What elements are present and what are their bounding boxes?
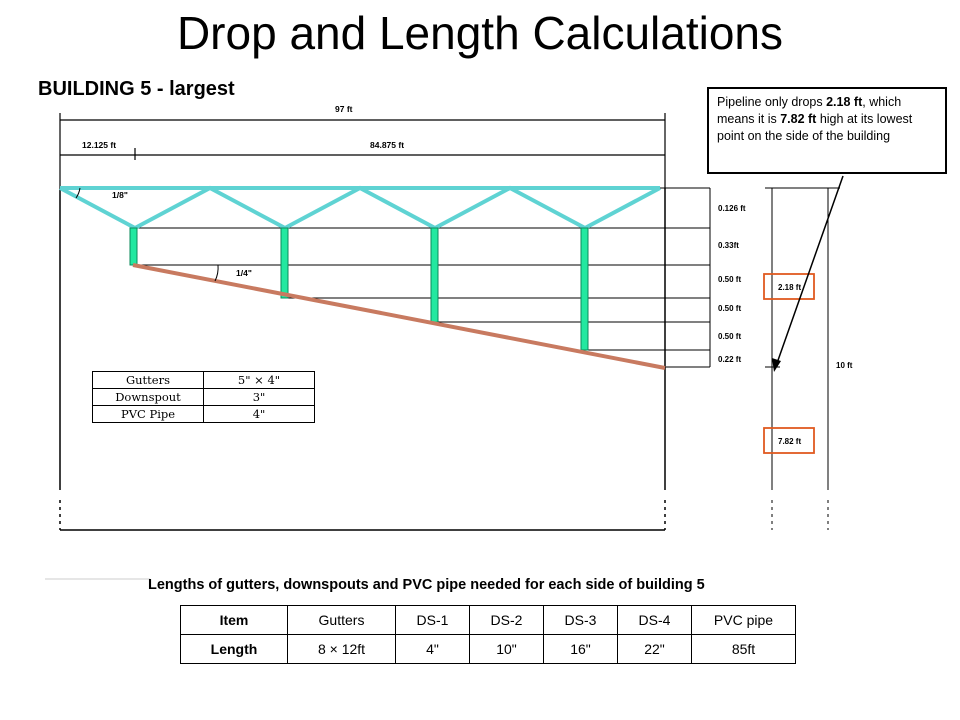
table-cell: 85ft bbox=[691, 634, 796, 664]
table-cell: 4" bbox=[395, 634, 470, 664]
callout-arrow bbox=[775, 175, 844, 367]
table-cell: 8 × 12ft bbox=[287, 634, 396, 664]
drop-label-3: 0.50 ft bbox=[718, 275, 741, 284]
spec-row: PVC Pipe 4" bbox=[92, 405, 315, 423]
spec-size: 4" bbox=[203, 405, 315, 423]
spec-size: 5" × 4" bbox=[203, 371, 315, 389]
remaining-height-box bbox=[763, 427, 815, 454]
spec-row: Gutters 5" × 4" bbox=[92, 371, 315, 389]
table-header-cell: Item bbox=[180, 605, 288, 635]
callout-highlight-drop: 2.18 ft bbox=[826, 95, 863, 109]
callout-text-1: Pipeline only drops bbox=[717, 95, 827, 109]
total-drop-label: 2.18 ft bbox=[778, 283, 801, 292]
remaining-height-label: 7.82 ft bbox=[778, 437, 801, 446]
table-header-cell: DS-1 bbox=[395, 605, 470, 635]
lengths-table: Item Gutters DS-1 DS-2 DS-3 DS-4 PVC pip… bbox=[180, 605, 796, 664]
table-cell: 16" bbox=[543, 634, 618, 664]
top-slope-label: 1/8" bbox=[112, 190, 128, 200]
total-drop-box bbox=[763, 273, 815, 300]
table-header-cell: DS-3 bbox=[543, 605, 618, 635]
drop-label-4: 0.50 ft bbox=[718, 304, 741, 313]
page-title: Drop and Length Calculations bbox=[176, 7, 784, 59]
total-width-label: 97 ft bbox=[335, 104, 353, 114]
pvc-pipe bbox=[132, 263, 666, 370]
right-segment-label: 84.875 ft bbox=[370, 140, 404, 150]
slope-arc-pipe bbox=[214, 264, 219, 282]
callout-text-2: , which means it is bbox=[717, 95, 902, 126]
table-header-row: Item Gutters DS-1 DS-2 DS-3 DS-4 PVC pip… bbox=[180, 605, 796, 635]
drop-label-5: 0.50 ft bbox=[718, 332, 741, 341]
spec-table: Gutters 5" × 4" Downspout 3" PVC Pipe 4" bbox=[92, 371, 315, 423]
table-cell: 22" bbox=[617, 634, 692, 664]
slope-arc-top bbox=[75, 187, 81, 199]
pipeline-drop-callout: Pipeline only drops 2.18 ft, which means… bbox=[707, 87, 947, 174]
spec-size: 3" bbox=[203, 388, 315, 406]
height-label: 10 ft bbox=[836, 361, 853, 370]
drop-label-6: 0.22 ft bbox=[718, 355, 741, 364]
downspouts bbox=[129, 227, 589, 351]
drop-dimension-lines bbox=[709, 187, 840, 530]
table-row: Length 8 × 12ft 4" 10" 16" 22" 85ft bbox=[180, 634, 796, 664]
building-subtitle: BUILDING 5 - largest bbox=[38, 78, 235, 100]
drop-label-2: 0.33ft bbox=[718, 241, 739, 250]
spec-item: Downspout bbox=[92, 388, 204, 406]
table-header-cell: DS-4 bbox=[617, 605, 692, 635]
pipe-slope-label: 1/4" bbox=[236, 268, 252, 278]
table-cell: Length bbox=[180, 634, 288, 664]
table-header-cell: PVC pipe bbox=[691, 605, 796, 635]
spec-row: Downspout 3" bbox=[92, 388, 315, 406]
callout-text-3: high at its lowest point on the side of … bbox=[717, 112, 913, 143]
spec-item: Gutters bbox=[92, 371, 204, 389]
table-header-cell: Gutters bbox=[287, 605, 396, 635]
table-cell: 10" bbox=[469, 634, 544, 664]
callout-arrowhead bbox=[772, 358, 781, 372]
spec-item: PVC Pipe bbox=[92, 405, 204, 423]
table-header-cell: DS-2 bbox=[469, 605, 544, 635]
callout-highlight-height: 7.82 ft bbox=[780, 112, 817, 126]
table-caption: Lengths of gutters, downspouts and PVC p… bbox=[148, 577, 705, 593]
roof-truss bbox=[59, 185, 661, 231]
building-outline bbox=[59, 188, 666, 531]
left-segment-label: 12.125 ft bbox=[82, 140, 116, 150]
top-dimension-lines bbox=[59, 113, 666, 188]
drop-label-1: 0.126 ft bbox=[718, 204, 746, 213]
